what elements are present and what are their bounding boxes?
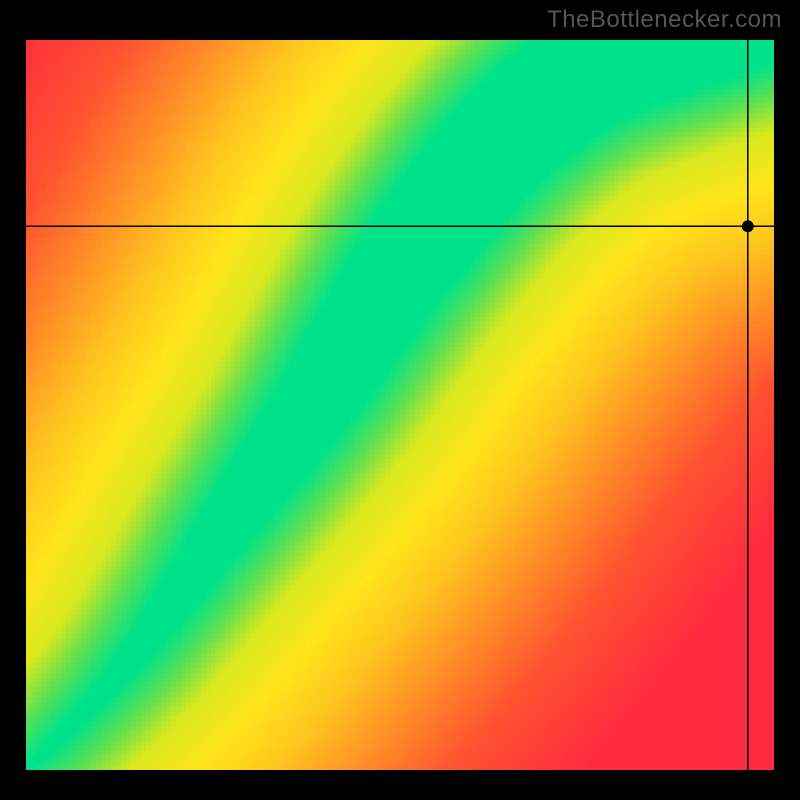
chart-container: TheBottlenecker.com bbox=[0, 0, 800, 800]
watermark-label: TheBottlenecker.com bbox=[547, 6, 782, 34]
crosshair-overlay bbox=[0, 0, 800, 800]
